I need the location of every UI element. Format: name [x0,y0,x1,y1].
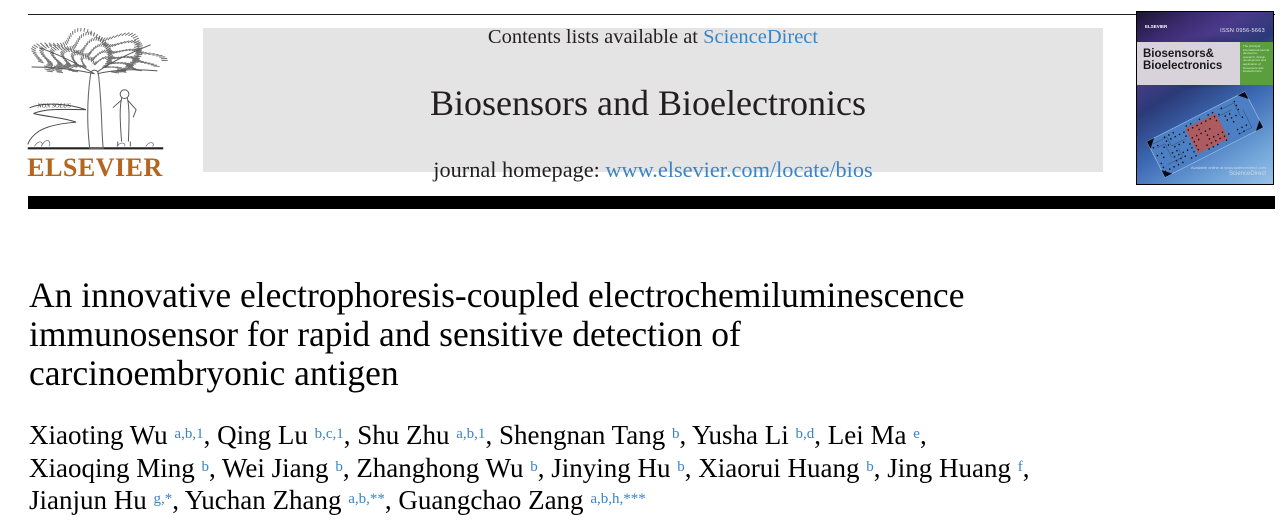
svg-text:NON SOLUS: NON SOLUS [36,103,71,110]
